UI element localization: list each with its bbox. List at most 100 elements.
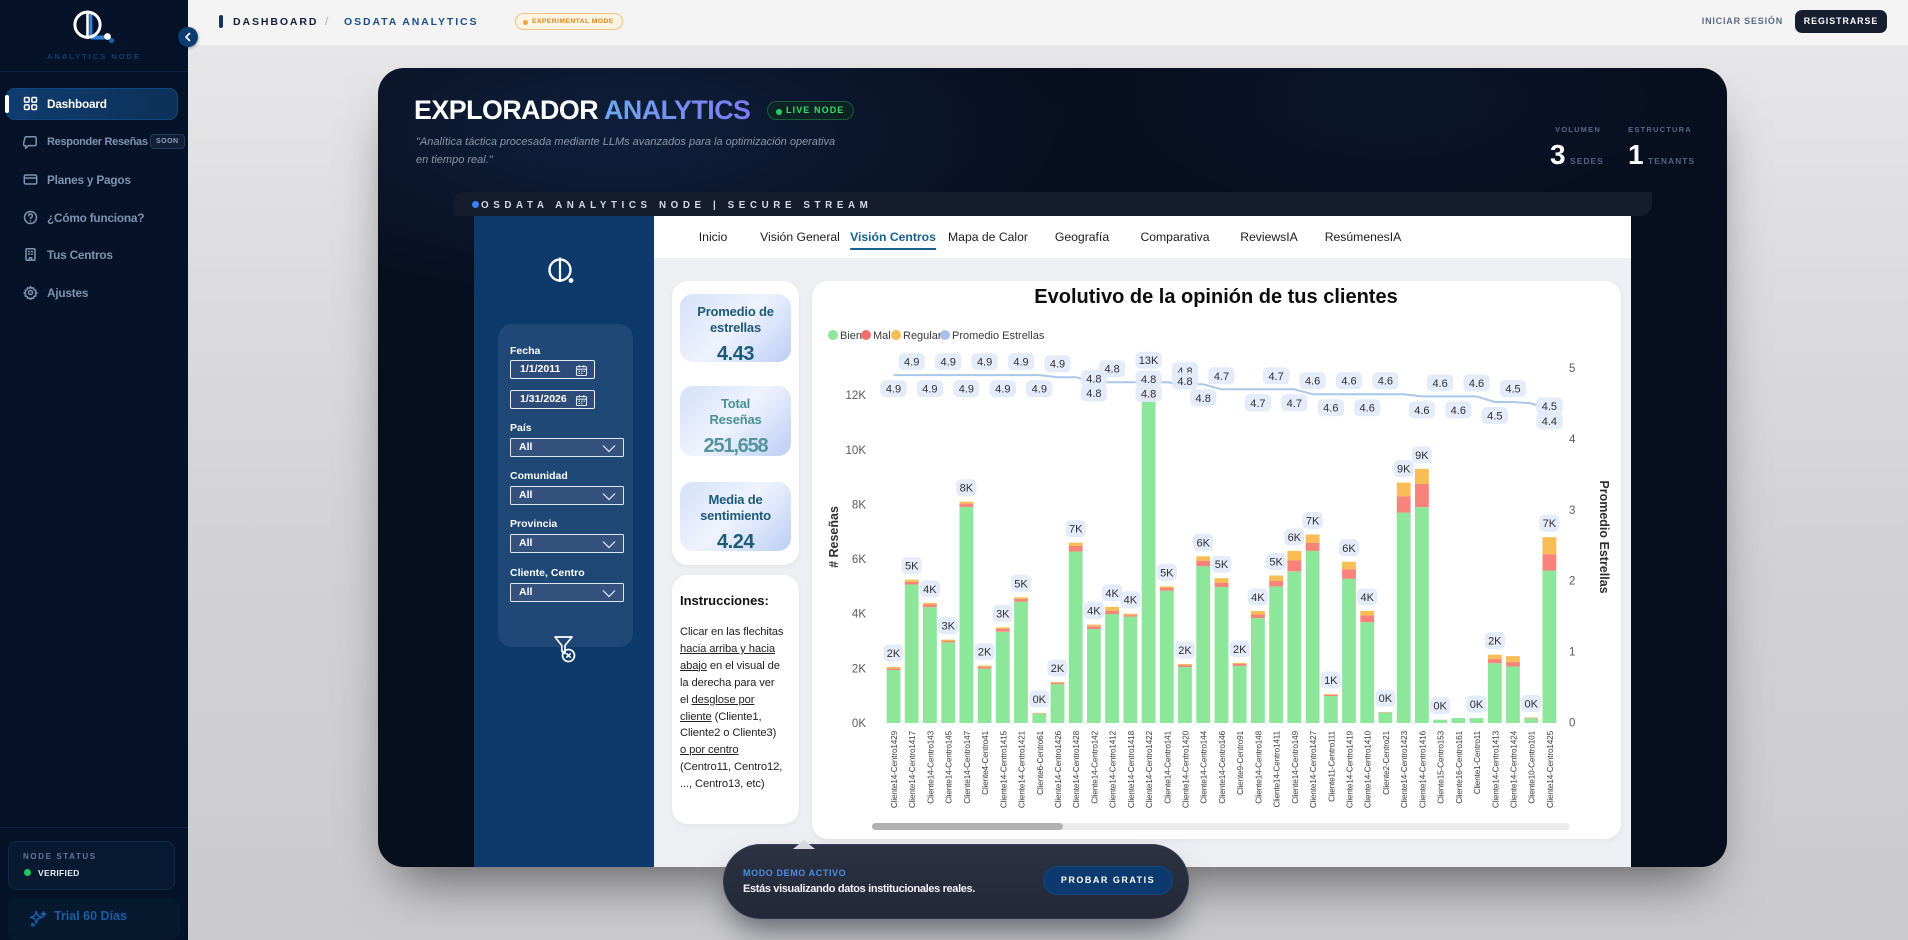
svg-text:4.8: 4.8 — [1141, 374, 1156, 386]
svg-text:4.4: 4.4 — [1542, 416, 1557, 428]
svg-text:12K: 12K — [846, 390, 867, 402]
svg-text:Cliente14-Centro1428: Cliente14-Centro1428 — [1072, 730, 1081, 808]
svg-text:2K: 2K — [1051, 663, 1065, 675]
svg-text:5K: 5K — [1014, 578, 1028, 590]
svg-text:4.6: 4.6 — [1378, 376, 1393, 388]
svg-text:4K: 4K — [923, 584, 937, 596]
svg-text:8K: 8K — [852, 499, 866, 511]
svg-text:4.9: 4.9 — [941, 357, 956, 369]
svg-text:Promedio Estrellas: Promedio Estrellas — [952, 330, 1045, 342]
svg-text:Cliente14-Centro1419: Cliente14-Centro1419 — [1346, 730, 1355, 808]
svg-text:0K: 0K — [1433, 701, 1447, 713]
svg-text:Mal: Mal — [873, 330, 891, 342]
svg-text:7K: 7K — [1069, 524, 1083, 536]
svg-text:4.7: 4.7 — [1214, 371, 1229, 383]
svg-text:4.5: 4.5 — [1487, 411, 1502, 423]
svg-text:4.7: 4.7 — [1287, 398, 1302, 410]
svg-text:Cliente14-Centro1417: Cliente14-Centro1417 — [908, 730, 917, 808]
svg-text:3: 3 — [1569, 505, 1575, 517]
svg-text:Cliente14-Centro1416: Cliente14-Centro1416 — [1418, 730, 1427, 808]
svg-text:Cliente14-Centro1411: Cliente14-Centro1411 — [1273, 730, 1282, 807]
svg-text:Cliente10-Centro101: Cliente10-Centro101 — [1528, 730, 1537, 803]
svg-text:Cliente14-Centro1422: Cliente14-Centro1422 — [1145, 730, 1154, 808]
svg-text:Cliente15-Centro153: Cliente15-Centro153 — [1437, 730, 1446, 803]
svg-text:2K: 2K — [978, 647, 992, 659]
svg-text:Regular: Regular — [903, 330, 942, 342]
svg-text:2K: 2K — [1233, 644, 1247, 656]
svg-text:4.9: 4.9 — [1050, 359, 1065, 371]
svg-text:4.8: 4.8 — [1196, 393, 1211, 405]
svg-text:Promedio Estrellas: Promedio Estrellas — [1597, 480, 1611, 593]
svg-text:4K: 4K — [1124, 595, 1138, 607]
svg-text:2K: 2K — [1488, 636, 1502, 648]
svg-text:0K: 0K — [1470, 699, 1484, 711]
svg-text:Evolutivo de la opinión de tus: Evolutivo de la opinión de tus clientes — [1034, 286, 1397, 308]
svg-text:Cliente14-Centro1410: Cliente14-Centro1410 — [1364, 730, 1373, 808]
svg-text:4.8: 4.8 — [1104, 364, 1119, 376]
svg-text:4K: 4K — [1105, 588, 1119, 600]
svg-text:Cliente2-Centro21: Cliente2-Centro21 — [1382, 730, 1391, 794]
svg-text:Bien: Bien — [840, 330, 862, 342]
svg-text:4.6: 4.6 — [1305, 376, 1320, 388]
svg-text:2K: 2K — [852, 663, 866, 675]
svg-text:4.9: 4.9 — [977, 357, 992, 369]
svg-text:4.6: 4.6 — [1432, 378, 1447, 390]
svg-text:5K: 5K — [1269, 557, 1283, 569]
svg-text:# Reseñas: # Reseñas — [827, 506, 841, 568]
svg-text:Cliente14-Centro1427: Cliente14-Centro1427 — [1309, 730, 1318, 808]
svg-text:0K: 0K — [1379, 693, 1393, 705]
svg-text:2: 2 — [1569, 576, 1575, 588]
svg-text:Cliente14-Centro142: Cliente14-Centro142 — [1090, 730, 1099, 803]
svg-text:4.6: 4.6 — [1469, 378, 1484, 390]
svg-text:1K: 1K — [1324, 675, 1338, 687]
svg-text:Cliente14-Centro144: Cliente14-Centro144 — [1200, 730, 1209, 803]
svg-text:2K: 2K — [887, 648, 901, 660]
svg-text:4.7: 4.7 — [1250, 398, 1265, 410]
svg-text:4.8: 4.8 — [1086, 388, 1101, 400]
svg-text:9K: 9K — [1415, 450, 1429, 462]
svg-text:4.6: 4.6 — [1360, 403, 1375, 415]
svg-text:4.8: 4.8 — [1141, 389, 1156, 401]
svg-text:Cliente14-Centro149: Cliente14-Centro149 — [1291, 730, 1300, 803]
svg-text:Cliente14-Centro1423: Cliente14-Centro1423 — [1400, 730, 1409, 808]
svg-text:0K: 0K — [1033, 694, 1047, 706]
svg-text:4.9: 4.9 — [1032, 384, 1047, 396]
svg-text:4.6: 4.6 — [1323, 403, 1338, 415]
svg-text:4K: 4K — [1087, 606, 1101, 618]
svg-text:4.9: 4.9 — [1013, 357, 1028, 369]
svg-text:4.5: 4.5 — [1505, 384, 1520, 396]
svg-text:10K: 10K — [846, 445, 867, 457]
svg-text:Cliente4-Centro41: Cliente4-Centro41 — [981, 730, 990, 794]
svg-text:Cliente6-Centro61: Cliente6-Centro61 — [1036, 730, 1045, 794]
svg-text:3K: 3K — [996, 608, 1010, 620]
svg-text:Cliente14-Centro1420: Cliente14-Centro1420 — [1182, 730, 1191, 808]
svg-text:Cliente14-Centro1412: Cliente14-Centro1412 — [1109, 730, 1118, 808]
svg-text:4K: 4K — [852, 609, 866, 621]
svg-text:4.7: 4.7 — [1268, 371, 1283, 383]
svg-text:Cliente14-Centro1429: Cliente14-Centro1429 — [890, 730, 899, 808]
svg-text:Cliente9-Centro91: Cliente9-Centro91 — [1236, 730, 1245, 794]
svg-text:Cliente1-Centro11: Cliente1-Centro11 — [1473, 730, 1482, 794]
svg-text:9K: 9K — [1397, 464, 1411, 476]
svg-text:4.9: 4.9 — [904, 357, 919, 369]
svg-text:Cliente14-Centro1415: Cliente14-Centro1415 — [999, 730, 1008, 808]
svg-text:6K: 6K — [852, 554, 866, 566]
svg-text:4.6: 4.6 — [1451, 405, 1466, 417]
svg-text:1: 1 — [1569, 647, 1575, 659]
svg-text:Cliente14-Centro1426: Cliente14-Centro1426 — [1054, 730, 1063, 808]
svg-text:Cliente14-Centro145: Cliente14-Centro145 — [945, 730, 954, 803]
svg-text:Cliente14-Centro146: Cliente14-Centro146 — [1218, 730, 1227, 803]
svg-text:4.9: 4.9 — [995, 384, 1010, 396]
svg-text:5: 5 — [1569, 363, 1575, 375]
svg-text:Cliente14-Centro1425: Cliente14-Centro1425 — [1546, 730, 1555, 808]
svg-text:0: 0 — [1569, 718, 1575, 730]
svg-text:4.6: 4.6 — [1341, 376, 1356, 388]
svg-text:4.9: 4.9 — [886, 384, 901, 396]
svg-text:4K: 4K — [1251, 592, 1265, 604]
svg-text:4: 4 — [1569, 434, 1576, 446]
svg-text:6K: 6K — [1342, 543, 1356, 555]
svg-text:Cliente14-Centro143: Cliente14-Centro143 — [926, 730, 935, 803]
svg-text:7K: 7K — [1543, 518, 1557, 530]
svg-text:4.5: 4.5 — [1542, 401, 1557, 413]
svg-text:Cliente11-Centro111: Cliente11-Centro111 — [1327, 730, 1336, 801]
